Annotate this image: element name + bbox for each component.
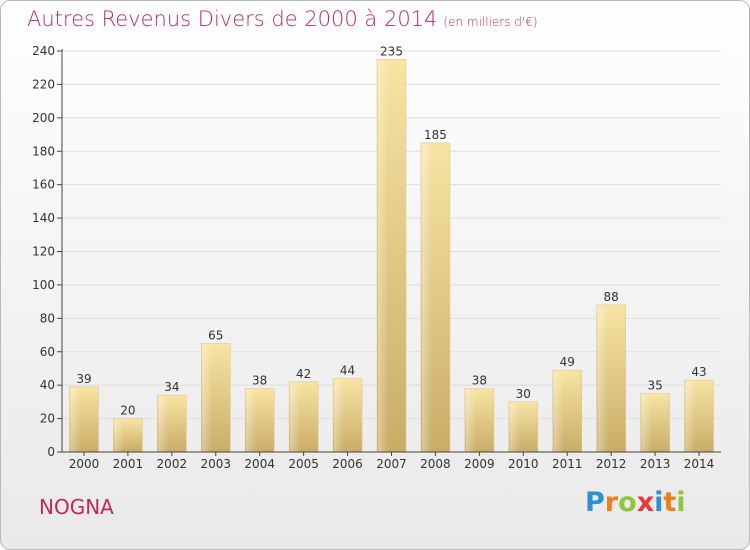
bar-highlight [246, 389, 257, 452]
data-label: 35 [647, 379, 662, 393]
bar-highlight [70, 387, 81, 452]
y-tick-label: 160 [32, 178, 55, 192]
data-label: 39 [76, 372, 91, 386]
x-tick-label: 2005 [288, 457, 319, 471]
y-tick-label: 120 [32, 245, 55, 259]
axes [57, 49, 721, 456]
data-label: 43 [691, 365, 706, 379]
data-label: 49 [560, 355, 575, 369]
data-label: 38 [252, 374, 267, 388]
x-tick-label: 2001 [113, 457, 144, 471]
x-tick-label: 2004 [244, 457, 275, 471]
y-tick-label: 40 [40, 378, 55, 392]
data-label: 20 [120, 404, 135, 418]
data-label: 42 [296, 367, 311, 381]
bar-highlight [465, 389, 477, 452]
bar-highlight [202, 344, 213, 452]
bar-highlight [641, 394, 652, 452]
x-tick-label: 2010 [508, 457, 539, 471]
x-tick-label: 2011 [552, 457, 583, 471]
data-label: 30 [516, 387, 531, 401]
y-tick-label: 180 [32, 144, 55, 158]
bar-highlight [685, 381, 696, 452]
data-label: 88 [604, 290, 619, 304]
data-label: 34 [164, 380, 179, 394]
bars [69, 59, 714, 453]
bar-highlight [114, 419, 125, 452]
proxiti-logo: Proxiti [585, 487, 686, 518]
logo-letter: t [663, 487, 677, 518]
x-tick-label: 2012 [596, 457, 627, 471]
data-label: 185 [424, 128, 447, 142]
y-tick-label: 60 [40, 345, 55, 359]
bar-highlight [334, 379, 345, 452]
y-tick-label: 80 [40, 311, 55, 325]
logo-letter: r [604, 487, 619, 518]
x-tick-label: 2000 [69, 457, 100, 471]
y-tick-label: 200 [32, 111, 55, 125]
logo-letter: i [654, 487, 664, 518]
chart-title-unit: (en milliers d'€) [443, 15, 538, 29]
x-tick-label: 2014 [684, 457, 715, 471]
logo-letter: x [636, 487, 655, 518]
x-tick-label: 2003 [200, 457, 231, 471]
y-tick-label: 220 [32, 77, 55, 91]
bar-highlight [378, 60, 389, 453]
x-tick-label: 2008 [420, 457, 451, 471]
y-tick-label: 240 [32, 44, 55, 58]
data-label: 44 [340, 363, 355, 377]
x-tick-label: 2006 [332, 457, 363, 471]
x-tick-label: 2013 [640, 457, 671, 471]
y-tick-label: 100 [32, 278, 55, 292]
bar-highlight [553, 371, 564, 452]
chart-title: Autres Revenus Divers de 2000 à 2014 (en … [27, 7, 538, 31]
bar-highlight [597, 305, 608, 452]
data-label: 235 [380, 44, 403, 58]
x-tick-label: 2009 [464, 457, 495, 471]
bar-highlight [290, 382, 301, 452]
data-label: 38 [472, 374, 487, 388]
logo-letter: i [676, 487, 686, 518]
labels: 0204060801001201401601802002202402000392… [32, 44, 714, 471]
x-tick-label: 2002 [157, 457, 188, 471]
commune-name: NOGNA [39, 495, 114, 519]
chart-title-main: Autres Revenus Divers de 2000 à 2014 [27, 7, 438, 31]
y-tick-label: 140 [32, 211, 55, 225]
bar-highlight [509, 402, 520, 452]
data-label: 65 [208, 328, 223, 342]
bar-highlight [421, 143, 433, 453]
x-tick-label: 2007 [376, 457, 407, 471]
y-tick-label: 20 [40, 412, 55, 426]
logo-letter: P [585, 487, 605, 518]
y-tick-label: 0 [47, 445, 55, 459]
bar-highlight [158, 396, 169, 452]
logo-letter: o [618, 487, 637, 518]
